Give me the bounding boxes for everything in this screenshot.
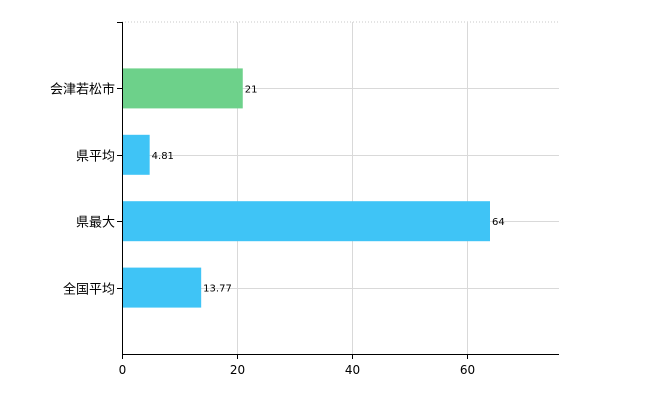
data-label: 4.81 bbox=[152, 151, 174, 162]
bar-1 bbox=[122, 68, 243, 109]
category-label: 県平均 bbox=[76, 150, 115, 165]
data-label: 21 bbox=[245, 84, 258, 95]
x-tick-label: 0 bbox=[119, 363, 127, 377]
x-tick-label: 40 bbox=[345, 363, 360, 377]
x-tick-label: 20 bbox=[230, 363, 245, 377]
x-tick-labels: 0 20 40 60 bbox=[119, 363, 475, 377]
category-label: 会津若松市 bbox=[50, 82, 115, 98]
x-tick-label: 60 bbox=[460, 363, 475, 377]
bar-3 bbox=[122, 201, 490, 242]
category-label: 全国平均 bbox=[63, 282, 115, 298]
data-label: 64 bbox=[492, 217, 505, 228]
bar-4 bbox=[122, 267, 202, 308]
category-label: 県最大 bbox=[76, 216, 115, 231]
axes bbox=[117, 22, 559, 359]
data-label: 13.77 bbox=[203, 284, 232, 295]
bar-series bbox=[122, 68, 490, 308]
data-labels: 21 4.81 64 13.77 bbox=[152, 84, 505, 294]
bar-2 bbox=[122, 134, 150, 175]
